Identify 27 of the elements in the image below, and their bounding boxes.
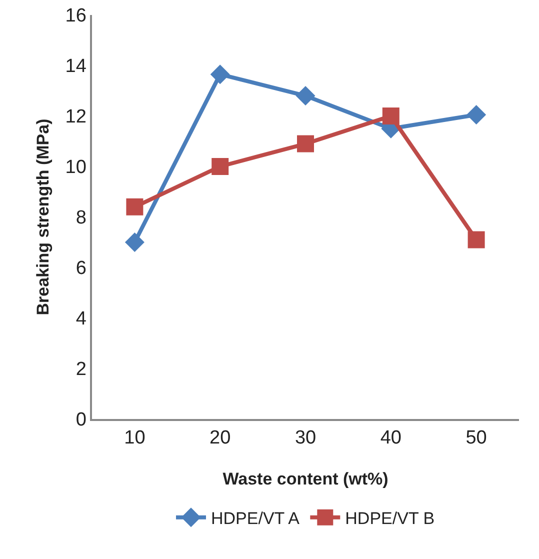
point <box>296 86 316 106</box>
y-tick-label: 16 <box>65 6 86 27</box>
y-axis-title: Breaking strength (MPa) <box>33 118 52 316</box>
point <box>382 108 400 124</box>
y-tick-label: 10 <box>65 157 86 178</box>
point <box>466 104 486 124</box>
y-tick-label: 2 <box>76 359 86 380</box>
point <box>468 231 485 248</box>
y-tick-label: 4 <box>76 308 87 330</box>
point <box>126 198 144 216</box>
point <box>210 64 230 84</box>
y-tick-label: 8 <box>76 208 86 229</box>
point <box>212 158 229 175</box>
x-tick-label: 10 <box>124 428 146 449</box>
point <box>297 135 314 152</box>
x-tick-label: 40 <box>380 428 402 449</box>
x-tick-label: 20 <box>210 428 231 449</box>
legend-label: HDPE/VT B <box>345 508 435 528</box>
y-tick-label: 14 <box>65 56 87 78</box>
x-axis-title: Waste content (wt%) <box>222 469 388 488</box>
y-tick-label: 12 <box>65 106 86 128</box>
x-tick-label: 30 <box>294 428 316 449</box>
legend-label: HDPE/VT A <box>211 508 300 528</box>
y-tick-label: 0 <box>76 410 86 431</box>
y-tick-label: 6 <box>76 258 86 280</box>
x-tick-label: 50 <box>466 428 487 449</box>
point <box>124 232 144 252</box>
